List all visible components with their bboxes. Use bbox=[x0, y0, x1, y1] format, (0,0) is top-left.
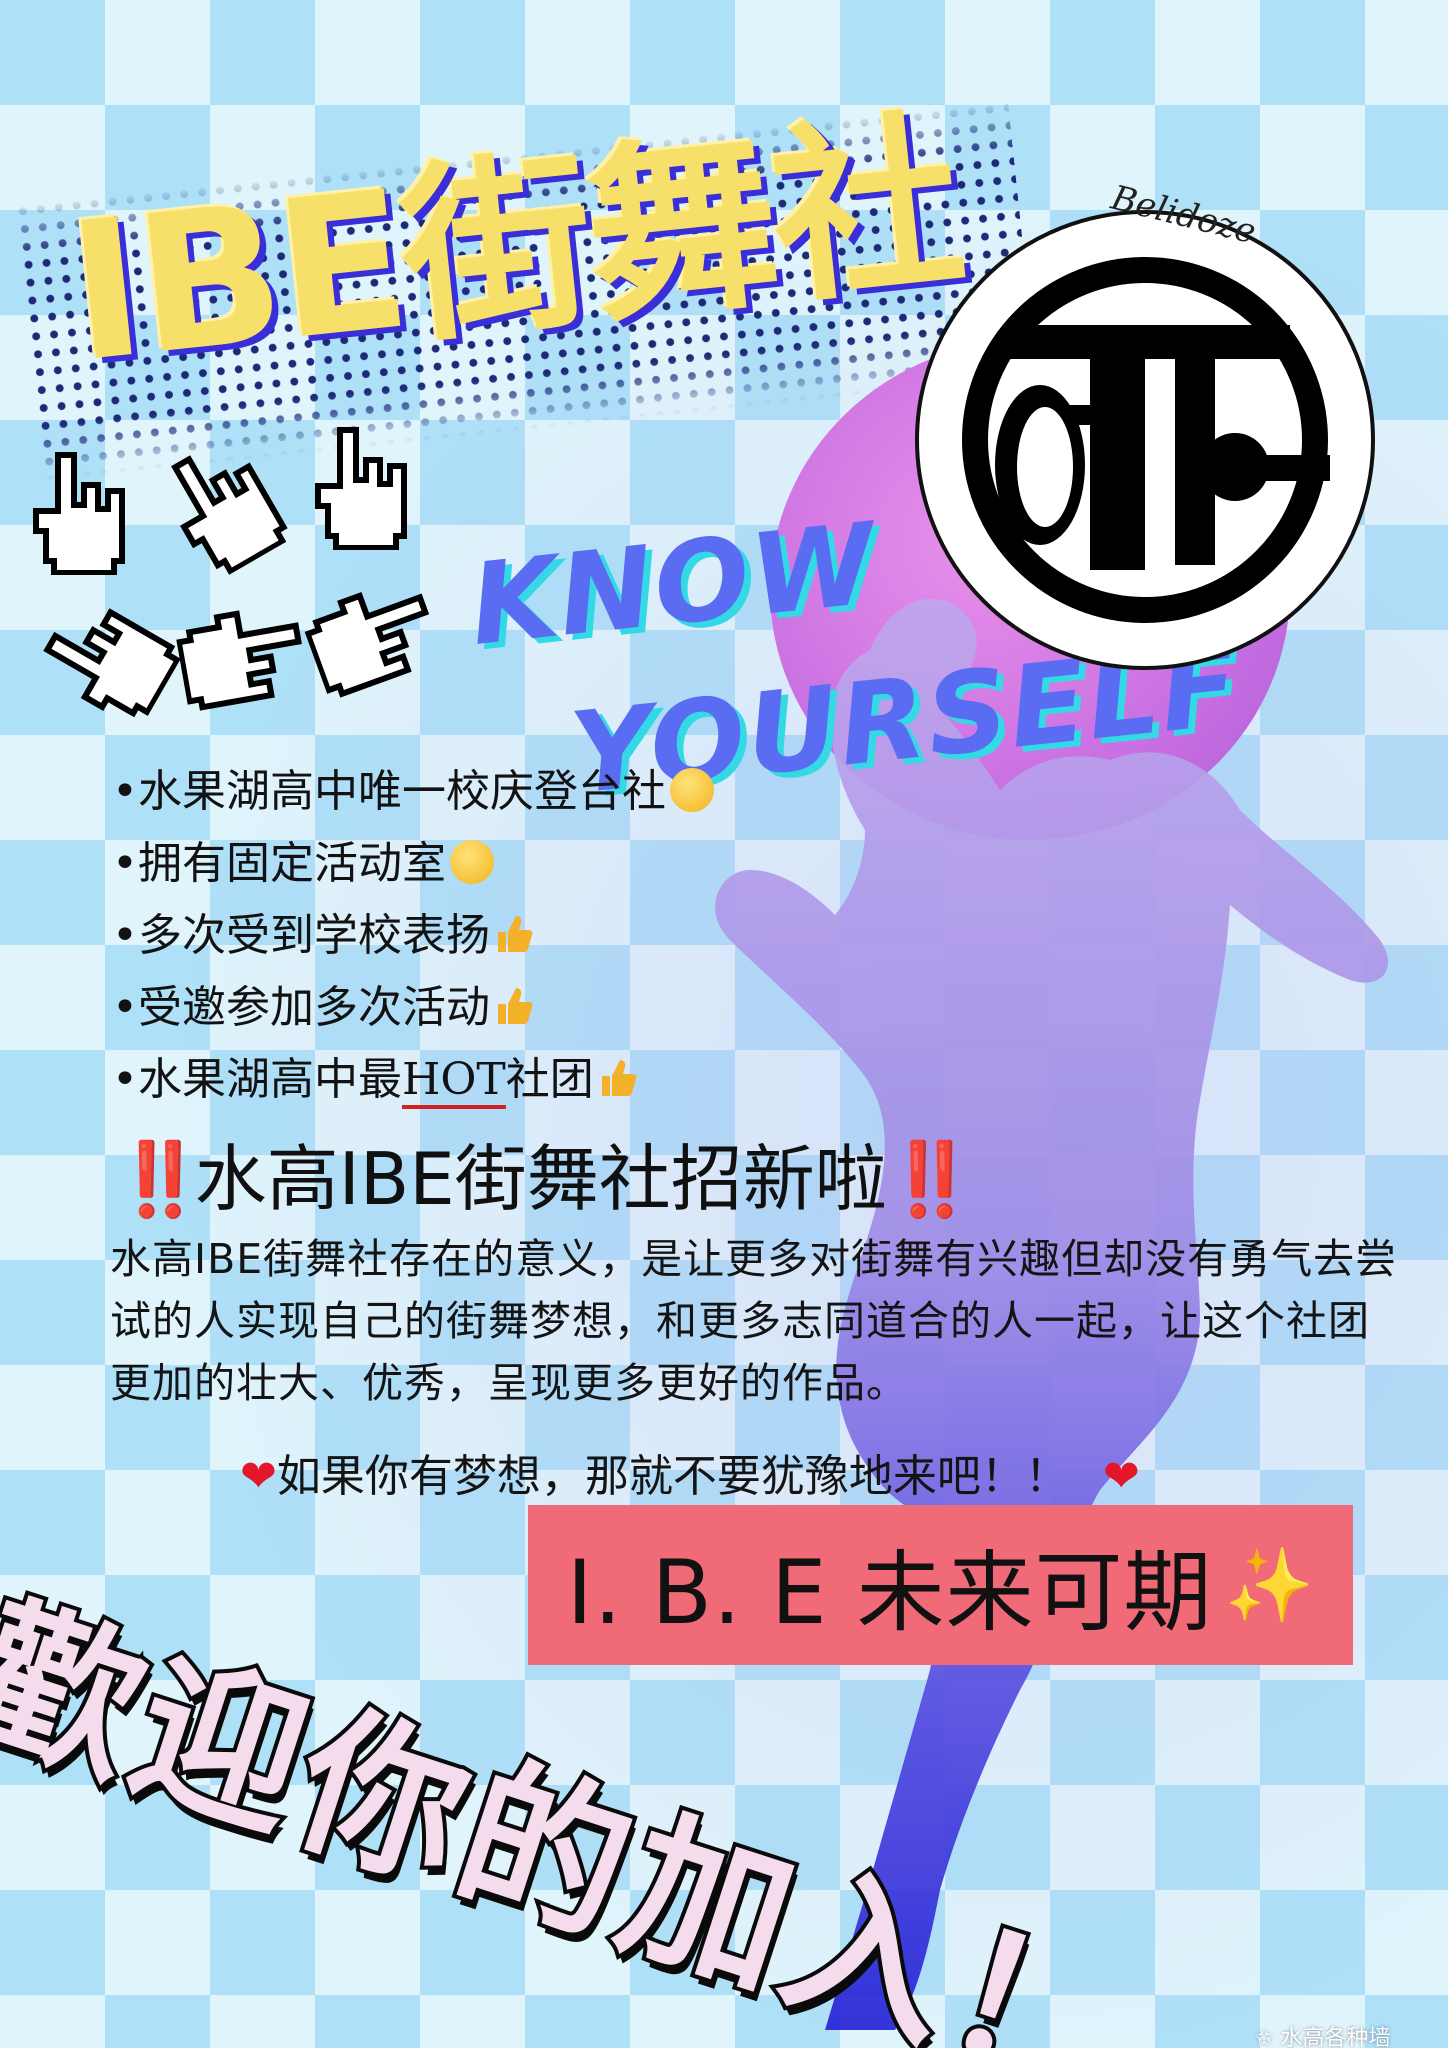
hand-pointer-icon bbox=[33, 452, 125, 575]
bullet-text: •多次受到学校表扬 bbox=[112, 910, 490, 961]
watermark-star-icon: ✩ bbox=[1255, 2026, 1281, 2048]
double-exclamation-icon: ‼️ bbox=[886, 1137, 977, 1221]
face-emoji-icon bbox=[669, 768, 714, 812]
bullet-text: •水果湖高中最 bbox=[112, 1054, 402, 1105]
bullet-item: •受邀参加多次活动 bbox=[112, 971, 534, 1035]
hand-pointing-icon bbox=[303, 592, 430, 698]
recruit-headline: ‼️水高IBE街舞社招新啦‼️ bbox=[115, 1120, 977, 1225]
club-description: 水高IBE街舞社存在的意义，是让更多对街舞有兴趣但却没有勇气去尝试的人实现自己的… bbox=[110, 1235, 1398, 1407]
watermark-text: 水高各种墙 bbox=[1280, 2026, 1391, 2048]
bullet-item: •多次受到学校表扬 bbox=[112, 899, 534, 963]
thumbs-up-icon bbox=[497, 916, 533, 952]
bullet-text: •水果湖高中唯一校庆登台社 bbox=[112, 766, 666, 817]
bullet-item: •拥有固定活动室 bbox=[112, 827, 494, 891]
hand-pointer-icon bbox=[171, 455, 288, 576]
bullet-text: •受邀参加多次活动 bbox=[112, 982, 490, 1033]
sparkle-icon: ✨ bbox=[1224, 1542, 1315, 1627]
ibe-logo bbox=[915, 210, 1375, 670]
headline-text: 水高IBE街舞社招新啦 bbox=[194, 1137, 887, 1221]
star-eyes-emoji-icon bbox=[449, 840, 494, 884]
future-text: I. B. E 未来可期 bbox=[566, 1540, 1213, 1644]
heart-icon: ❤ bbox=[1102, 1451, 1140, 1502]
watermark: ✩ 水高各种墙 bbox=[1255, 2020, 1390, 2048]
thumbs-up-icon bbox=[601, 1060, 637, 1096]
dancer-silhouette bbox=[715, 598, 1389, 2030]
bullet-item: •水果湖高中唯一校庆登台社 bbox=[112, 755, 714, 819]
dream-text: 如果你有梦想，那就不要犹豫地来吧！！ bbox=[276, 1451, 1069, 1502]
hand-pointing-icon bbox=[43, 608, 182, 718]
hot-text: HOT bbox=[401, 1054, 506, 1109]
double-exclamation-icon: ‼️ bbox=[115, 1137, 205, 1221]
heart-icon: ❤ bbox=[240, 1451, 277, 1502]
bullet-text: 社团 bbox=[505, 1054, 594, 1105]
dream-line: ❤如果你有梦想，那就不要犹豫地来吧！！ ❤ bbox=[240, 1440, 1140, 1504]
future-banner: I. B. E 未来可期 ✨ bbox=[528, 1505, 1353, 1665]
hand-pointer-icon bbox=[315, 427, 407, 550]
bullet-item: •水果湖高中最HOT社团 bbox=[112, 1043, 638, 1109]
thumbs-up-icon bbox=[497, 988, 533, 1024]
hand-pointing-icon bbox=[175, 610, 302, 711]
bullet-text: •拥有固定活动室 bbox=[112, 838, 446, 889]
